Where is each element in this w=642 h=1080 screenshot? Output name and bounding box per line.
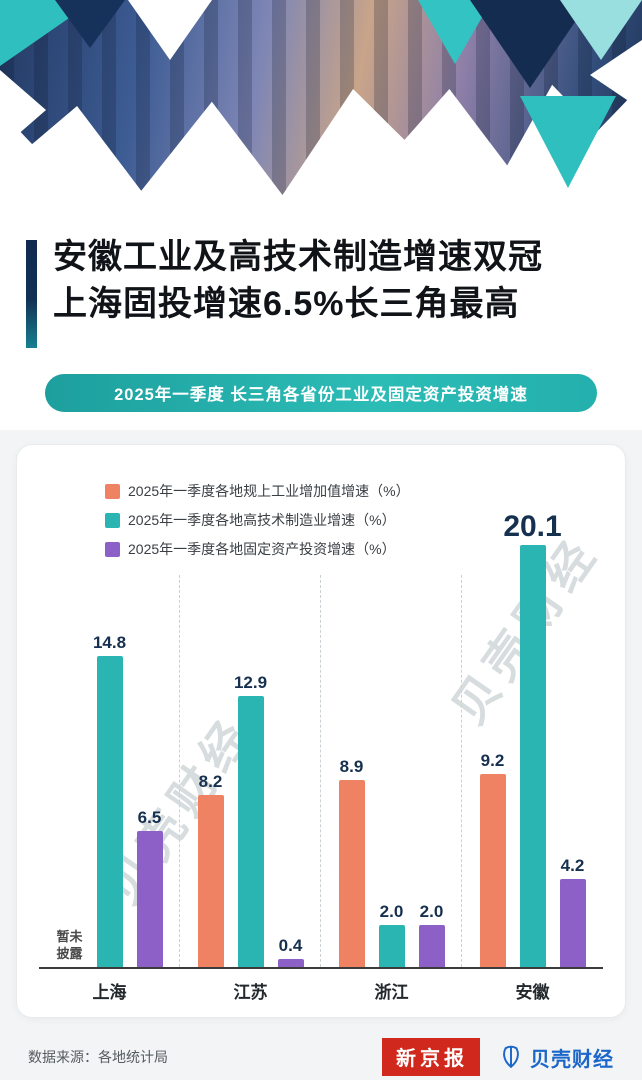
legend-item: 2025年一季度各地固定资产投资增速（%） xyxy=(105,539,410,559)
bar-slot: 9.2 xyxy=(478,751,508,967)
page-title-line2: 上海固投增速6.5%长三角最高 xyxy=(53,284,520,323)
bar-value-label: 14.8 xyxy=(92,633,127,653)
bar-slot: 8.2 xyxy=(196,772,226,967)
bar-slot: 6.5 xyxy=(135,807,165,967)
bar xyxy=(237,696,264,967)
bar-group: 8.9 2.0 2.0 xyxy=(321,489,462,967)
category-label: 上海 xyxy=(92,983,127,1002)
chart-card: 贝壳财经 贝壳财经 2025年一季度各地规上工业增加值增速（%）2025年一季度… xyxy=(16,444,626,1018)
bar xyxy=(378,925,405,967)
legend-swatch xyxy=(105,483,120,499)
bar xyxy=(136,830,163,967)
bar xyxy=(519,544,546,967)
bar-value-label: 2.0 xyxy=(419,902,444,921)
bar xyxy=(277,958,304,967)
bar-value-label: 8.2 xyxy=(198,771,223,791)
bar xyxy=(559,878,586,967)
bar-chart-plot: 暂未披露 14.8 6.5 8.2 12.9 0.4 8.9 2.0 2.0 9.2 20.1 4.2 xyxy=(39,489,603,969)
bar-slot: 2.0 xyxy=(417,902,447,967)
bar-group: 8.2 12.9 0.4 xyxy=(180,489,321,967)
xinjingbao-logo: 新京报 xyxy=(382,1038,480,1076)
bar xyxy=(197,794,224,967)
legend-swatch xyxy=(105,541,120,557)
bar-value-label: 0.4 xyxy=(278,935,303,955)
beike-caijing-label: 贝壳财经 xyxy=(530,1048,614,1071)
beike-caijing-logo: 贝壳财经 xyxy=(498,1043,614,1072)
bar xyxy=(418,925,445,967)
page-title-line1: 安徽工业及高技术制造增速双冠 xyxy=(53,238,543,276)
bar-group: 暂未披露 14.8 6.5 xyxy=(39,489,180,967)
data-source-label: 数据来源：各地统计局 xyxy=(28,1049,168,1065)
bar-value-label: 12.9 xyxy=(233,673,268,693)
legend: 2025年一季度各地规上工业增加值增速（%） 2025年一季度各地高技术制造业增速… xyxy=(105,481,410,568)
bar xyxy=(96,656,123,967)
header-art xyxy=(0,0,642,212)
legend-label: 2025年一季度各地规上工业增加值增速（%） xyxy=(128,483,410,499)
category-label: 江苏 xyxy=(233,983,268,1002)
bar xyxy=(338,780,365,967)
category-axis: 上海 江苏 浙江 安徽 xyxy=(39,969,603,1003)
legend-swatch xyxy=(105,512,120,528)
title-accent-bar xyxy=(26,240,37,348)
bar-slot: 8.9 xyxy=(337,757,367,967)
category-label: 浙江 xyxy=(374,983,409,1002)
legend-item: 2025年一季度各地高技术制造业增速（%） xyxy=(105,510,410,530)
not-disclosed-label: 暂未披露 xyxy=(56,928,83,962)
bar-value-label: 9.2 xyxy=(480,750,505,770)
footer: 数据来源：各地统计局 新京报 贝壳财经 xyxy=(16,1018,626,1080)
bar-slot: 2.0 xyxy=(377,902,407,967)
bar-value-label: 6.5 xyxy=(137,807,162,827)
title-block: 安徽工业及高技术制造增速双冠 上海固投增速6.5%长三角最高 xyxy=(0,212,642,348)
legend-label: 2025年一季度各地高技术制造业增速（%） xyxy=(128,512,396,528)
bar-slot: 4.2 xyxy=(558,856,588,967)
bar-slot: 20.1 xyxy=(503,510,562,967)
bar-group: 9.2 20.1 4.2 xyxy=(462,489,603,967)
bar-slot: 0.4 xyxy=(276,936,306,967)
bar-value-label: 2.0 xyxy=(379,902,404,921)
lower-section: 贝壳财经 贝壳财经 2025年一季度各地规上工业增加值增速（%）2025年一季度… xyxy=(0,430,642,1080)
decor-triangle xyxy=(520,96,616,188)
category-label: 安徽 xyxy=(515,983,550,1002)
bar-value-label: 20.1 xyxy=(503,509,562,543)
bar-slot: 暂未披露 xyxy=(55,928,85,967)
chart-banner: 2025年一季度 长三角各省份工业及固定资产投资增速 xyxy=(45,374,597,412)
bar-slot: 12.9 xyxy=(233,673,268,967)
bar-slot: 14.8 xyxy=(92,633,127,967)
legend-item: 2025年一季度各地规上工业增加值增速（%） xyxy=(105,481,410,501)
bar-value-label: 8.9 xyxy=(339,757,364,777)
legend-label: 2025年一季度各地固定资产投资增速（%） xyxy=(128,541,396,557)
bar xyxy=(479,773,506,967)
top-section: 安徽工业及高技术制造增速双冠 上海固投增速6.5%长三角最高 2025年一季度 … xyxy=(0,0,642,430)
bar-value-label: 4.2 xyxy=(560,855,585,875)
footer-logos: 新京报 贝壳财经 xyxy=(382,1038,614,1076)
shell-icon xyxy=(503,1045,519,1068)
